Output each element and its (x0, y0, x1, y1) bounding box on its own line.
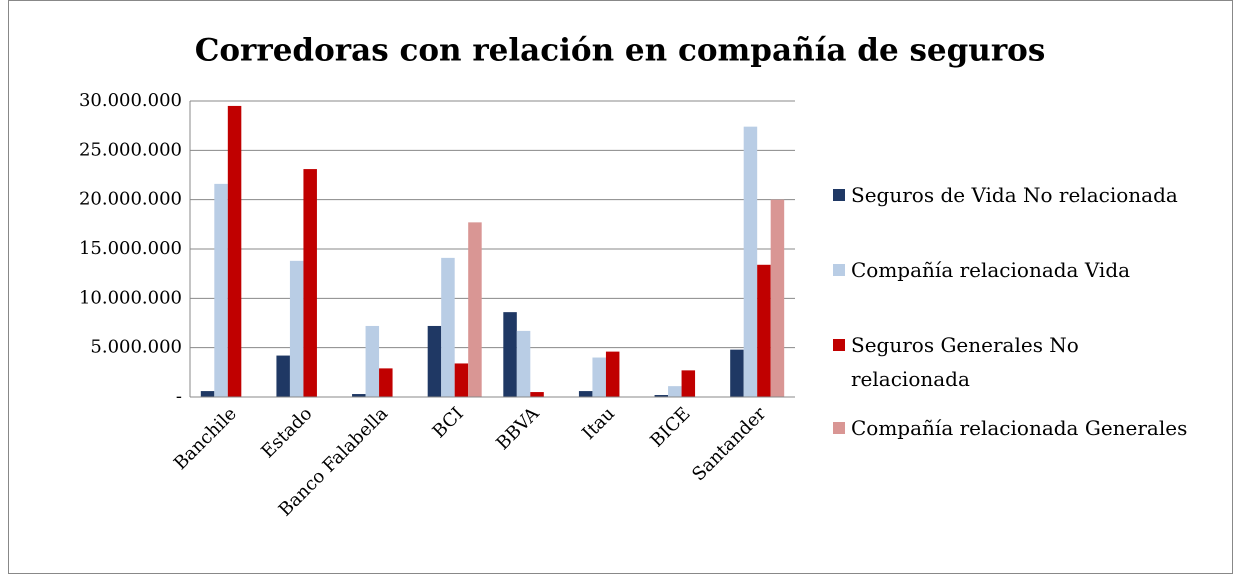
legend-item: Seguros de Vida No relacionada (833, 178, 1196, 212)
bar (770, 199, 785, 397)
y-tick-label: 25.000.000 (79, 139, 182, 160)
x-tick-label: Banchile (170, 403, 241, 474)
bar (578, 391, 593, 397)
chart-border (8, 0, 1233, 574)
bar (668, 386, 682, 397)
legend-label: Seguros de Vida No relacionada (851, 183, 1178, 207)
legend-key (833, 422, 845, 434)
bar (468, 222, 482, 397)
y-tick-label: 15.000.000 (79, 238, 182, 259)
bar (214, 183, 228, 397)
bar (289, 260, 304, 397)
x-tick-label: BBVA (492, 403, 544, 455)
legend-key (833, 189, 845, 201)
legend-label: Compañía relacionada Generales (851, 416, 1188, 440)
legend-label: Seguros Generales No relacionada (851, 333, 1079, 391)
legend-key (833, 339, 845, 351)
legend-key (833, 264, 845, 276)
bar (503, 312, 517, 397)
x-tick-label: Estado (257, 403, 316, 462)
y-tick-label: 30.000.000 (79, 90, 182, 111)
bar (200, 391, 215, 397)
bar (441, 257, 455, 397)
x-tick-label: BICE (646, 403, 694, 451)
bar (530, 392, 544, 397)
chart-title: Corredoras con relación en compañía de s… (195, 33, 1046, 69)
x-tick-label: Itau (578, 403, 619, 444)
bar (427, 325, 442, 397)
bar (730, 349, 744, 397)
bar (654, 395, 669, 397)
bar (303, 169, 317, 397)
bar (379, 368, 393, 397)
y-tick-label: 10.000.000 (79, 287, 182, 308)
bar (681, 370, 696, 397)
legend-item: Seguros Generales No relacionada (833, 328, 1196, 396)
legend-label: Compañía relacionada Vida (851, 258, 1131, 282)
bar (352, 394, 366, 397)
bar (454, 363, 469, 397)
bar (743, 126, 758, 398)
bar (276, 355, 290, 397)
x-tick-label: BCI (429, 403, 468, 442)
bar (592, 357, 606, 397)
y-tick-label: 5.000.000 (90, 337, 182, 358)
legend-item: Compañía relacionada Vida (833, 253, 1196, 287)
x-tick-label: Santander (688, 403, 770, 485)
y-tick-label: - (176, 386, 182, 407)
bar (227, 105, 242, 397)
bar (605, 351, 620, 397)
bar (365, 325, 380, 397)
bar (516, 330, 531, 397)
bar (757, 264, 771, 397)
legend-item: Compañía relacionada Generales (833, 411, 1196, 445)
y-tick-label: 20.000.000 (79, 189, 182, 210)
